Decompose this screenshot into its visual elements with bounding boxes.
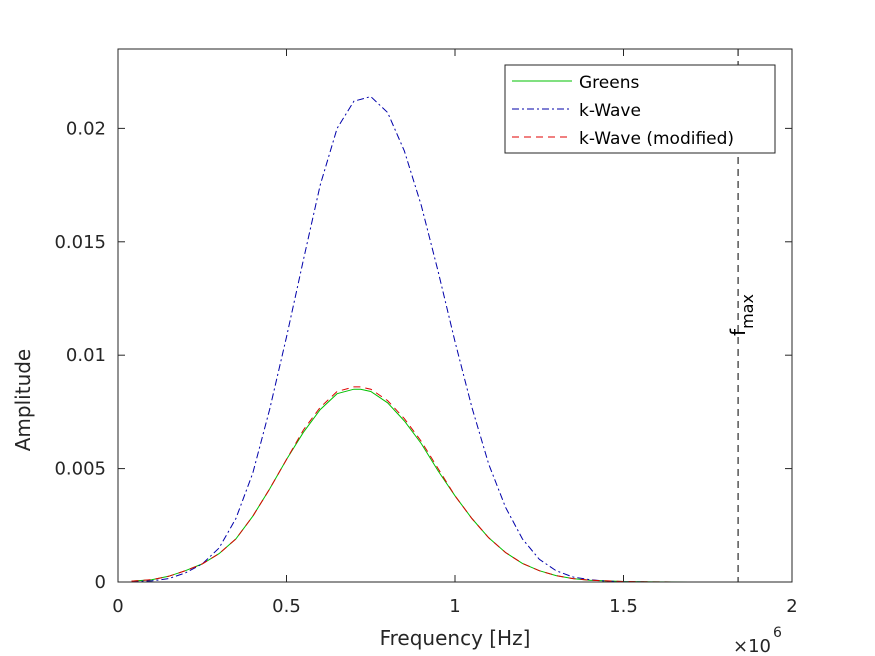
x-exponent-power: 6 xyxy=(773,625,782,641)
x-tick-label: 0.5 xyxy=(272,596,301,617)
x-axis-label: Frequency [Hz] xyxy=(380,626,531,650)
y-tick-label: 0.01 xyxy=(66,345,106,366)
y-tick-label: 0.02 xyxy=(66,118,106,139)
series-line-k-wave xyxy=(131,96,739,583)
x-tick-label: 1 xyxy=(449,596,460,617)
x-tick-label: 0 xyxy=(112,596,123,617)
x-tick-label: 1.5 xyxy=(609,596,638,617)
x-tick-label: 2 xyxy=(786,596,797,617)
y-tick-label: 0 xyxy=(95,572,106,593)
y-tick-label: 0.005 xyxy=(54,459,106,480)
y-tick-label: 0.015 xyxy=(54,232,106,253)
tick-layer: 0 0.5 1 1.5 2 0 0.005 0.01 0.015 0.02 xyxy=(54,49,798,617)
legend-box xyxy=(504,64,776,154)
legend-label-greens: Greens xyxy=(579,73,639,93)
fmax-label-subscript: max xyxy=(738,294,757,329)
series-line-k-wave-modified xyxy=(131,386,739,583)
x-exponent: ×10 6 xyxy=(733,625,782,656)
series-layer xyxy=(131,96,739,583)
x-exponent-base: ×10 xyxy=(733,636,771,656)
legend-label-kwave: k-Wave xyxy=(579,101,641,121)
legend-label-kwave-modified: k-Wave (modified) xyxy=(579,129,734,149)
legend: Greens k-Wave k-Wave (modified) xyxy=(504,64,776,154)
y-axis-label: Amplitude xyxy=(11,349,35,452)
